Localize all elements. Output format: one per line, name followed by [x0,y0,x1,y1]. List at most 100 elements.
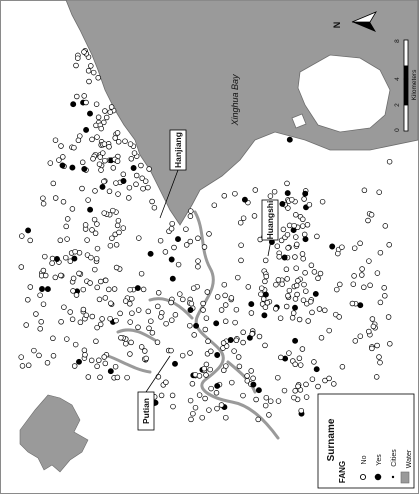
survey-point-no [113,242,120,248]
survey-point-no [96,296,103,303]
survey-point-no [271,188,278,195]
survey-point-no [222,302,229,308]
survey-point-yes [99,183,106,190]
survey-point-no [149,330,156,336]
survey-point-no [232,190,238,197]
survey-point-no [74,93,80,100]
survey-point-no [114,222,121,229]
survey-point-yes [255,387,262,394]
survey-point-no [52,274,59,281]
survey-point-yes [241,196,248,203]
survey-point-no [205,338,211,345]
survey-point-yes [357,302,364,309]
survey-point-no [283,303,290,310]
survey-point-no [172,312,179,318]
survey-point-no [138,270,145,277]
city-label-hanjiang: Hanjiang [173,132,183,168]
survey-point-no [126,184,133,191]
survey-point-no [36,352,42,359]
legend-cities-symbol [391,475,395,479]
survey-point-no [47,160,54,166]
survey-point-no [118,335,124,341]
survey-point-no [170,403,176,410]
survey-point-no [146,325,152,332]
survey-point-no [189,381,196,387]
survey-point-no [58,272,64,279]
survey-point-no [123,340,129,347]
survey-point-no [127,286,133,293]
survey-point-no [158,392,165,399]
survey-point-no [311,359,317,365]
survey-point-no [220,340,227,346]
survey-point-no [213,390,220,396]
survey-point-no [377,299,384,306]
survey-point-no [229,379,235,386]
survey-point-no [314,233,320,240]
survey-point-no [214,294,221,300]
survey-point-no [357,240,363,247]
survey-point-no [300,223,306,229]
survey-point-no [95,114,102,121]
survey-point-yes [214,352,221,358]
survey-point-no [221,281,228,288]
survey-point-no [298,407,304,414]
survey-point-no [129,295,135,302]
survey-point-no [262,402,269,409]
survey-point-no [240,392,246,399]
survey-point-no [127,351,133,357]
survey-point-no [50,180,57,187]
survey-point-no [382,293,388,299]
survey-point-no [114,374,121,381]
survey-point-yes [71,255,78,262]
survey-point-no [94,221,100,227]
survey-point-no [70,275,77,282]
survey-point-no [244,373,250,379]
survey-point-no [201,244,208,250]
survey-point-no [238,257,244,264]
survey-point-no [275,277,282,283]
survey-point-yes [193,322,200,329]
survey-point-no [273,281,279,288]
survey-point-no [40,200,47,207]
survey-point-no [273,306,279,312]
scale-tick-8: 8 [394,39,401,43]
survey-point-no [90,156,96,162]
survey-point-no [57,237,64,244]
survey-point-yes [69,164,76,171]
survey-point-no [366,328,372,335]
survey-point-no [27,284,34,290]
survey-point-no [300,255,306,262]
survey-point-no [369,345,375,352]
survey-point-no [237,219,244,226]
survey-point-no [69,206,76,212]
survey-point-no [88,63,94,69]
survey-point-no [83,99,89,106]
legend-subtitle: FANG [338,461,347,483]
survey-point-no [305,318,311,324]
bay-inlet-land [297,54,391,133]
survey-point-no [77,319,84,326]
survey-point-no [191,332,197,338]
survey-point-no [42,272,49,279]
survey-point-no [96,161,103,167]
survey-point-no [85,374,92,380]
survey-point-no [131,150,138,156]
scale-tick-2: 2 [394,103,401,107]
survey-point-no [293,282,300,289]
survey-point-no [337,281,343,288]
survey-point-yes [312,290,319,297]
survey-point-no [155,290,162,296]
survey-point-no [81,49,87,55]
survey-point-yes [248,301,255,308]
survey-point-no [248,368,254,374]
survey-point-no [95,75,101,81]
survey-point-no [56,157,62,163]
survey-point-yes [70,101,77,108]
survey-point-no [285,245,291,251]
survey-point-no [80,306,87,313]
survey-point-no [258,285,265,291]
survey-point-no [91,216,98,223]
survey-point-yes [25,227,32,234]
survey-point-no [278,237,285,244]
survey-point-no [207,366,213,373]
